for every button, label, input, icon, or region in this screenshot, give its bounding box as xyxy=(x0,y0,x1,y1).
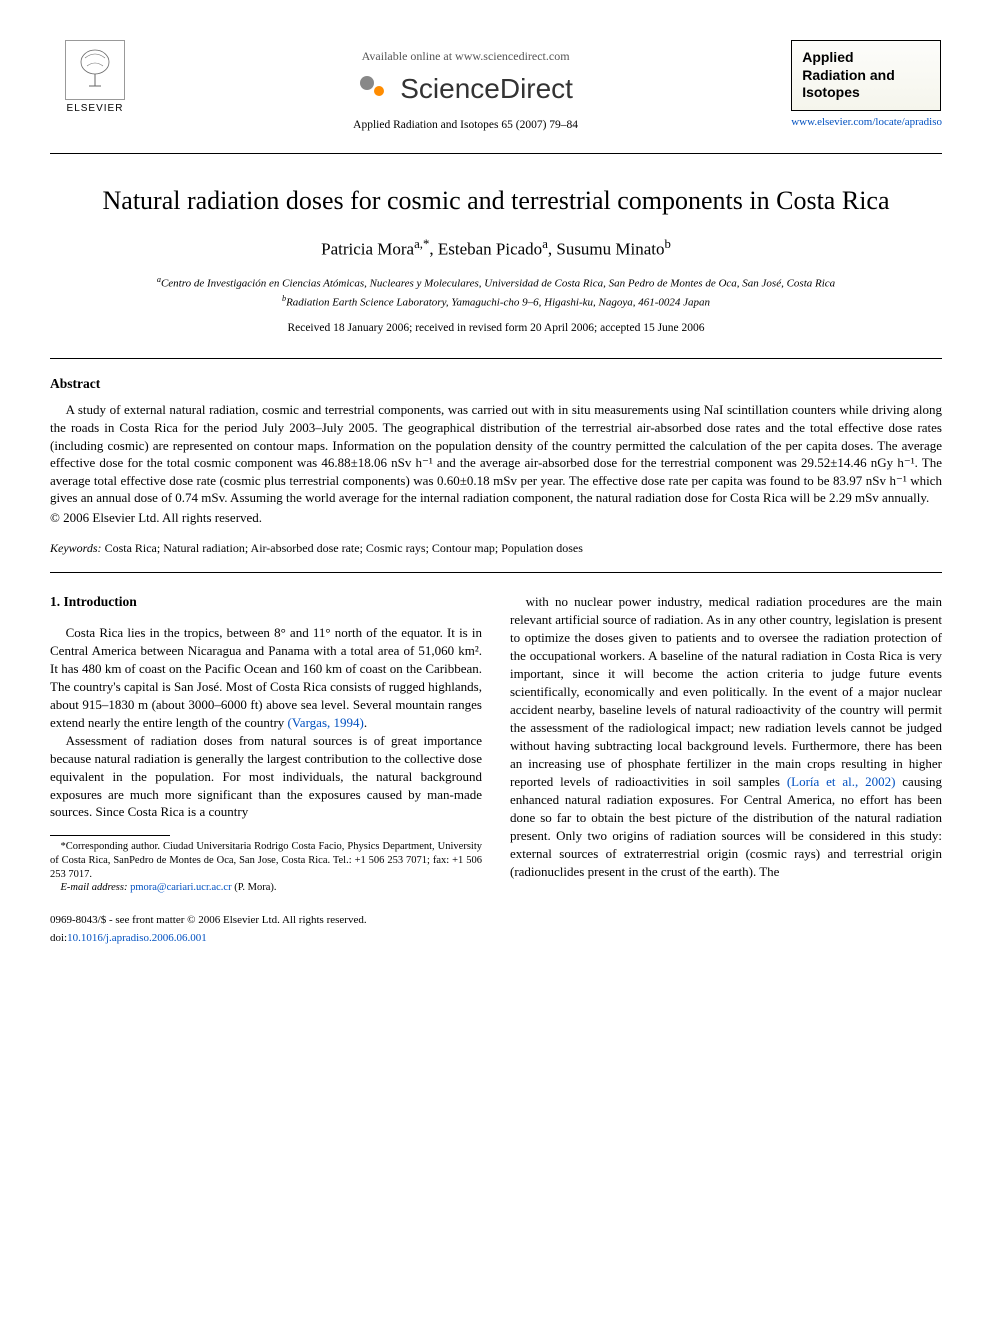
journal-name: Applied Radiation and Isotopes xyxy=(802,49,930,102)
footnote-rule xyxy=(50,835,170,836)
article-dates: Received 18 January 2006; received in re… xyxy=(50,321,942,337)
citation: Applied Radiation and Isotopes 65 (2007)… xyxy=(140,118,791,134)
header-center: Available online at www.sciencedirect.co… xyxy=(140,40,791,134)
email-footnote: E-mail address: pmora@cariari.ucr.ac.cr … xyxy=(50,881,482,895)
column-left: 1. Introduction Costa Rica lies in the t… xyxy=(50,593,482,946)
body-columns: 1. Introduction Costa Rica lies in the t… xyxy=(50,593,942,946)
publisher-name: ELSEVIER xyxy=(67,102,124,116)
page-header: ELSEVIER Available online at www.science… xyxy=(50,40,942,147)
keywords-text: Costa Rica; Natural radiation; Air-absor… xyxy=(102,541,583,555)
affiliation-b: bRadiation Earth Science Laboratory, Yam… xyxy=(50,293,942,311)
abstract-body: A study of external natural radiation, c… xyxy=(50,401,942,506)
abstract-top-rule xyxy=(50,358,942,359)
intro-p2: Assessment of radiation doses from natur… xyxy=(50,732,482,822)
abstract-copyright: © 2006 Elsevier Ltd. All rights reserved… xyxy=(50,509,942,527)
email-link[interactable]: pmora@cariari.ucr.ac.cr xyxy=(130,882,231,893)
abstract-bottom-rule xyxy=(50,572,942,573)
corresponding-footnote: *Corresponding author. Ciudad Universita… xyxy=(50,840,482,881)
doi-line: doi:10.1016/j.apradiso.2006.06.001 xyxy=(50,928,482,946)
available-online-text: Available online at www.sciencedirect.co… xyxy=(140,48,791,64)
journal-box: Applied Radiation and Isotopes xyxy=(791,40,941,111)
section-1-heading: 1. Introduction xyxy=(50,593,482,612)
publisher-logo: ELSEVIER xyxy=(50,40,140,116)
sciencedirect-icon xyxy=(358,72,392,106)
ref-loria-2002[interactable]: (Loría et al., 2002) xyxy=(787,774,896,789)
intro-p3: with no nuclear power industry, medical … xyxy=(510,593,942,880)
ref-vargas-1994[interactable]: (Vargas, 1994) xyxy=(288,715,364,730)
author-2: Esteban Picado xyxy=(438,240,542,259)
author-3: Susumu Minato xyxy=(556,240,664,259)
elsevier-tree-icon xyxy=(65,40,125,100)
intro-p1: Costa Rica lies in the tropics, between … xyxy=(50,624,482,732)
abstract-heading: Abstract xyxy=(50,375,942,393)
affiliation-a: aCentro de Investigación en Ciencias Ató… xyxy=(50,274,942,292)
journal-sidebar: Applied Radiation and Isotopes www.elsev… xyxy=(791,40,942,147)
doi-link[interactable]: 10.1016/j.apradiso.2006.06.001 xyxy=(67,932,207,944)
header-rule xyxy=(50,153,942,154)
article-title: Natural radiation doses for cosmic and t… xyxy=(90,184,902,218)
sciencedirect-logo: ScienceDirect xyxy=(358,70,573,108)
author-1: Patricia Mora xyxy=(321,240,414,259)
keywords-label: Keywords: xyxy=(50,541,102,555)
column-right: with no nuclear power industry, medical … xyxy=(510,593,942,946)
journal-link[interactable]: www.elsevier.com/locate/apradiso xyxy=(791,115,942,130)
sciencedirect-brand: ScienceDirect xyxy=(400,70,573,108)
issn-line: 0969-8043/$ - see front matter © 2006 El… xyxy=(50,913,482,928)
keywords: Keywords: Costa Rica; Natural radiation;… xyxy=(50,540,942,556)
authors: Patricia Moraa,*, Esteban Picadoa, Susum… xyxy=(50,236,942,262)
